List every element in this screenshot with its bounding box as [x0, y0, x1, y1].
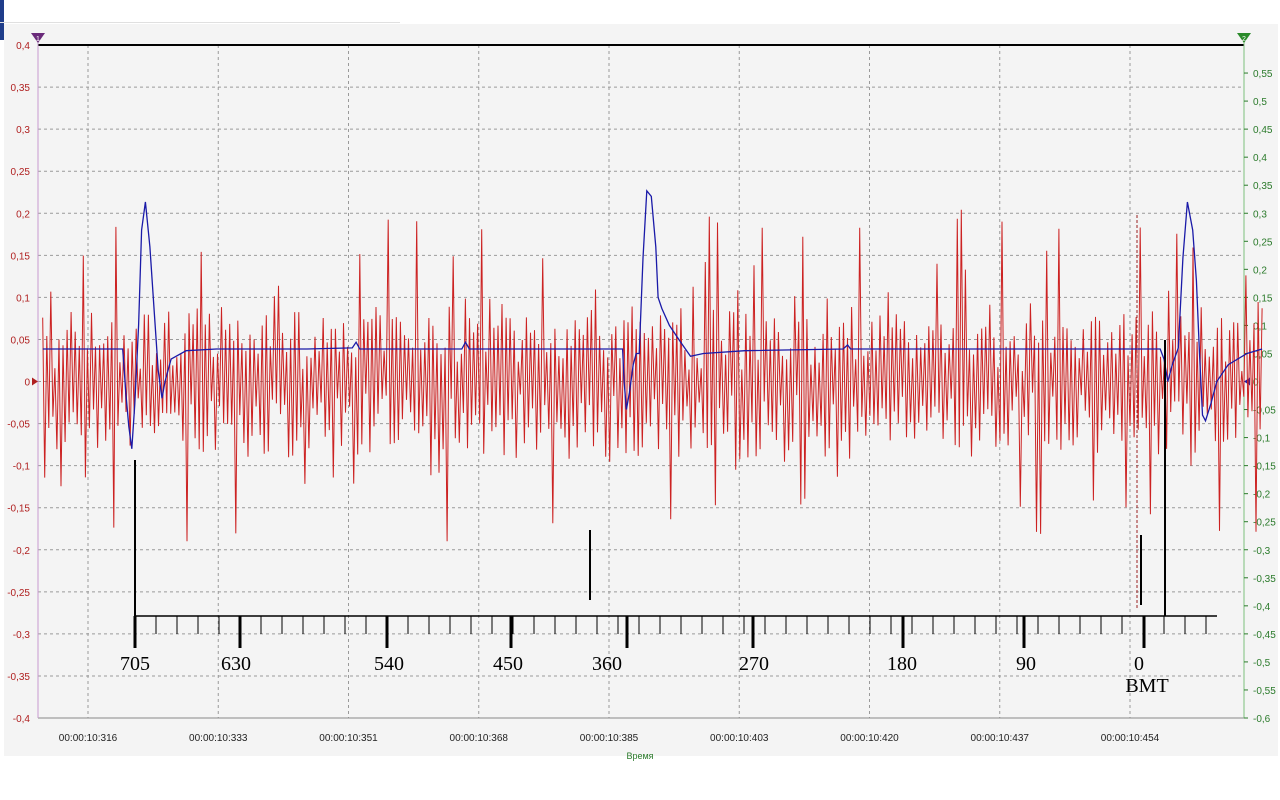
right-tick-label: -0,55: [1253, 686, 1276, 697]
x-tick-label: 00:00:10:368: [450, 733, 509, 744]
right-tick-label: 0,05: [1253, 349, 1273, 360]
left-tick-label: 0,35: [11, 83, 31, 94]
crank-angle-label: 180: [887, 653, 917, 675]
left-tick-label: 0,4: [16, 41, 30, 52]
right-tick-label: -0,6: [1253, 714, 1271, 725]
right-y-axis: 0,55 0,5 0,45 0,4 0,35 0,3 0,25 0,2 0,15 0,1 0,05 0…: [1243, 37, 1276, 725]
right-tick-label: 0,25: [1253, 237, 1273, 248]
left-tick-label: 0,25: [11, 167, 31, 178]
left-tick-label: -0,2: [13, 546, 31, 557]
x-tick-label: 00:00:10:437: [971, 733, 1030, 744]
left-tick-label: 0,3: [16, 125, 30, 136]
right-tick-label: 0,15: [1253, 293, 1273, 304]
right-tick-label: 0,3: [1253, 209, 1267, 220]
left-tick-label: 0,15: [11, 251, 31, 262]
x-tick-label: 00:00:10:403: [710, 733, 769, 744]
toolbar-divider: [0, 22, 400, 23]
right-tick-label: -0,15: [1253, 462, 1276, 473]
crank-angle-label: 270: [739, 653, 769, 675]
left-tick-label: -0,3: [13, 630, 31, 641]
x-tick-label: 00:00:10:316: [59, 733, 118, 744]
x-axis-title: Время: [626, 751, 653, 761]
crank-angle-label: 540: [374, 653, 404, 675]
right-tick-label: -0,45: [1253, 630, 1276, 641]
x-tick-label: 00:00:10:351: [319, 733, 378, 744]
left-tick-label: -0,05: [7, 420, 30, 431]
series-red-signal: [42, 209, 1263, 542]
blue-signal-trace: [42, 189, 1263, 449]
x-tick-label: 00:00:10:333: [189, 733, 248, 744]
window-accent-bar: [0, 0, 4, 40]
right-tick-label: -0,1: [1253, 434, 1271, 445]
x-tick-label: 00:00:10:420: [840, 733, 899, 744]
crank-angle-label: 450: [493, 653, 523, 675]
red-signal-trace: [42, 209, 1263, 542]
left-tick-label: -0,4: [13, 714, 31, 725]
crank-angle-sublabel: BMT: [1125, 675, 1168, 697]
right-tick-label: -0,4: [1253, 602, 1271, 613]
crank-angle-label: 0: [1134, 653, 1144, 675]
right-tick-label: 0,1: [1253, 321, 1267, 332]
x-tick-label: 00:00:10:385: [580, 733, 639, 744]
left-y-axis: 0,4 0,35 0,3 0,25 0,2 0,15 0,1 0,05 0 -0,05 -0,1 -0…: [7, 37, 39, 725]
zero-marker-icon: [32, 377, 38, 386]
left-tick-label: -0,15: [7, 504, 30, 515]
right-tick-label: 0,35: [1253, 181, 1273, 192]
left-tick-label: 0,2: [16, 209, 30, 220]
cursor-marker-glyph: 2: [1242, 36, 1246, 43]
down-triangle-marker-icon: [31, 33, 45, 43]
x-tick-label: 00:00:10:454: [1101, 733, 1160, 744]
right-tick-label: 0,55: [1253, 69, 1273, 80]
down-triangle-marker-icon: [1237, 33, 1251, 43]
crank-angle-label: 705: [120, 653, 150, 675]
left-tick-label: -0,35: [7, 672, 30, 683]
right-tick-label: -0,5: [1253, 658, 1271, 669]
crank-angle-label: 630: [221, 653, 251, 675]
right-tick-label: 0,5: [1253, 97, 1267, 108]
left-tick-label: -0,1: [13, 462, 31, 473]
x-axis: 00:00:10:316 00:00:10:333 00:00:10:351 00:0…: [59, 733, 1160, 761]
right-tick-label: -0,3: [1253, 546, 1271, 557]
left-tick-label: 0: [24, 378, 30, 389]
right-tick-label: 0,45: [1253, 125, 1273, 136]
left-tick-label: -0,25: [7, 588, 30, 599]
left-tick-label: 0,05: [11, 335, 31, 346]
crank-angle-label: 360: [592, 653, 622, 675]
right-tick-label: -0,35: [1253, 574, 1276, 585]
crank-angle-label: 90: [1016, 653, 1036, 675]
right-tick-label: 0,4: [1253, 153, 1267, 164]
cursor-marker-glyph: 1: [36, 36, 40, 43]
right-tick-label: 0,2: [1253, 265, 1267, 276]
right-tick-label: -0,05: [1253, 406, 1276, 417]
series-blue-signal: [42, 189, 1263, 449]
right-tick-label: 0: [1253, 378, 1259, 389]
right-tick-label: -0,2: [1253, 490, 1271, 501]
right-tick-label: -0,25: [1253, 518, 1276, 529]
top-toolbar-strip: [0, 0, 1280, 40]
left-tick-label: 0,1: [16, 293, 30, 304]
